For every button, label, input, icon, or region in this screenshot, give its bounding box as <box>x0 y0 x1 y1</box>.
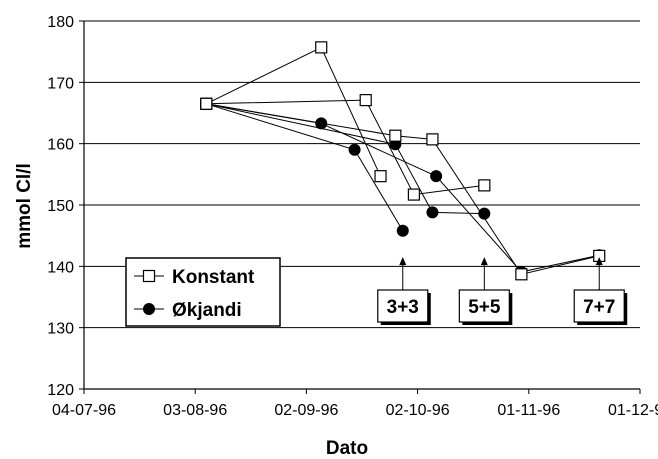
legend-box <box>125 257 281 327</box>
data-point-square <box>359 94 372 107</box>
axes <box>79 20 641 394</box>
y-tick-label: 150 <box>47 198 74 215</box>
annotation-arrowhead <box>399 257 407 266</box>
x-tick-label: 01-12-96 <box>608 402 658 419</box>
data-point-circle <box>430 170 443 183</box>
annotation-label: 7+7 <box>583 297 615 318</box>
x-axis-title: Dato <box>326 438 368 459</box>
series-line <box>206 99 485 196</box>
x-tick-label: 04-07-96 <box>52 402 116 419</box>
legend: Konstant Økjandi <box>125 257 281 327</box>
x-tick-label: 01-11-96 <box>497 402 560 419</box>
y-axis-title: mmol Cl/l <box>14 163 35 249</box>
x-tick-label: 02-09-96 <box>274 402 338 419</box>
series-line <box>206 103 404 232</box>
annotation-label: 3+3 <box>387 297 419 318</box>
data-point-square <box>478 179 491 192</box>
x-tick-label: 03-08-96 <box>163 402 227 419</box>
series-lines <box>206 46 600 275</box>
y-tick-label: 160 <box>47 137 74 154</box>
data-point-square <box>200 97 213 110</box>
series-line <box>206 103 600 273</box>
legend-label: Økjandi <box>172 300 242 321</box>
annotation-box <box>573 289 625 323</box>
data-point-square <box>515 268 528 281</box>
y-tick-label: 140 <box>47 259 74 276</box>
series-markers <box>200 41 606 281</box>
data-point-square <box>389 129 402 142</box>
y-tick-labels: 120 130 140 150 160 170 180 <box>47 14 74 399</box>
series-line <box>206 103 600 275</box>
legend-circle-marker <box>143 303 155 315</box>
data-point-circle <box>426 206 439 219</box>
data-point-circle <box>315 117 328 130</box>
grid-lines <box>84 20 640 390</box>
y-tick-label: 130 <box>47 321 74 338</box>
data-point-square <box>407 188 420 201</box>
legend-square-marker <box>142 269 156 283</box>
annotation-box <box>458 289 510 323</box>
annotation-box <box>377 289 429 323</box>
annotation-label: 5+5 <box>468 297 501 318</box>
y-tick-label: 120 <box>47 382 74 399</box>
data-point-square <box>315 41 328 54</box>
legend-label: Konstant <box>172 267 255 288</box>
data-point-circle <box>348 143 361 156</box>
y-tick-label: 170 <box>47 75 74 92</box>
data-point-square <box>426 133 439 146</box>
annotation-arrowhead <box>595 257 603 266</box>
data-point-circle <box>396 224 409 237</box>
annotations: 3+3 5+5 7+7 <box>377 257 628 325</box>
y-tick-label: 180 <box>47 14 74 31</box>
data-point-circle <box>478 207 491 220</box>
annotation-arrowhead <box>480 257 488 266</box>
x-tick-label: 02-10-96 <box>386 402 450 419</box>
x-tick-labels: 04-07-96 03-08-96 02-09-96 02-10-96 01-11-96… <box>52 402 658 419</box>
data-point-square <box>374 170 387 183</box>
series-line <box>206 103 485 215</box>
